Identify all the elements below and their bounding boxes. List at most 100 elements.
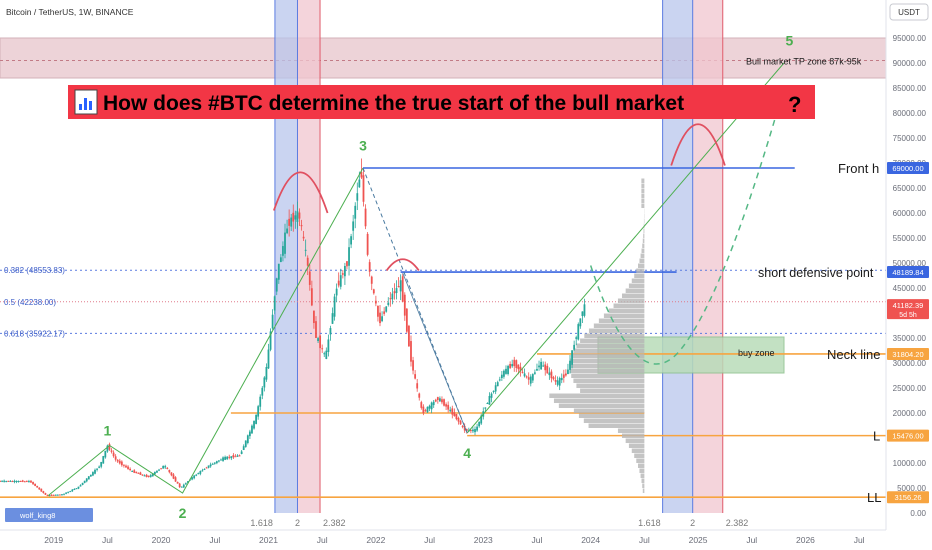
- y-tick-label: 20000.00: [893, 409, 927, 418]
- volume-profile-bar: [608, 308, 645, 313]
- candle-body: [201, 470, 204, 472]
- l-level-price-tag: [887, 429, 929, 442]
- wave-impulse-line: [48, 167, 364, 496]
- y-tick-label: 65000.00: [893, 184, 927, 193]
- volume-profile-bar: [573, 408, 645, 413]
- candle-body: [451, 408, 454, 415]
- volume-profile-bar: [640, 253, 645, 258]
- candle-body: [195, 474, 198, 476]
- short-defensive-label: short defensive point: [758, 266, 874, 280]
- candle-body: [176, 481, 179, 484]
- volume-profile-bar: [569, 358, 645, 363]
- volume-profile-bar: [625, 288, 645, 293]
- candle-body: [230, 456, 233, 459]
- candle-body: [209, 464, 212, 467]
- candle-body: [503, 370, 505, 377]
- candle-body: [145, 474, 148, 477]
- candle-body: [401, 276, 404, 302]
- candle-body: [257, 406, 260, 417]
- x-tick-label: 2024: [581, 535, 600, 545]
- currency-button-label[interactable]: USDT: [898, 8, 920, 17]
- y-tick-label: 60000.00: [893, 209, 927, 218]
- candle-body: [439, 398, 441, 402]
- candle-body: [116, 460, 119, 462]
- candle-body: [447, 404, 450, 410]
- candle-body: [261, 387, 264, 396]
- volume-profile-bar: [631, 278, 645, 283]
- candle-body: [156, 470, 158, 473]
- candle-body: [341, 273, 344, 275]
- candle-body: [581, 311, 584, 317]
- wave-label-4: 4: [463, 445, 471, 461]
- candle-body: [79, 485, 82, 487]
- candle-body: [92, 472, 94, 476]
- wave-label-1: 1: [103, 423, 111, 439]
- candle-body: [517, 364, 520, 370]
- volume-profile-bar: [643, 228, 645, 233]
- candle-body: [48, 495, 51, 497]
- candle-body: [356, 193, 359, 201]
- y-tick-label: 25000.00: [893, 384, 927, 393]
- y-tick-label: 90000.00: [893, 59, 927, 68]
- candle-body: [32, 482, 34, 485]
- x-tick-label: Jul: [209, 535, 220, 545]
- x-tick-label: 2020: [152, 535, 171, 545]
- candle-body: [366, 233, 369, 255]
- candle-body: [112, 452, 115, 457]
- fib-time-label: 1.618: [638, 518, 661, 528]
- candle-body: [13, 480, 16, 483]
- candle-body: [67, 491, 70, 493]
- currency-button[interactable]: [889, 3, 929, 21]
- volume-profile-bar: [642, 488, 645, 493]
- candle-body: [420, 402, 423, 408]
- candle-body: [391, 293, 394, 300]
- candle-body: [302, 236, 305, 239]
- candle-body: [319, 335, 322, 349]
- candle-body: [277, 263, 280, 280]
- volume-profile-bar: [640, 473, 645, 478]
- current-price-tag: [887, 299, 929, 320]
- candle-body: [389, 298, 392, 300]
- x-tick-label: 2021: [259, 535, 278, 545]
- wave-label-2: 2: [179, 505, 187, 521]
- candle-body: [364, 208, 367, 227]
- candle-body: [313, 310, 315, 324]
- candle-body: [248, 431, 251, 437]
- candle-body: [160, 468, 162, 470]
- volume-profile-bar: [569, 368, 645, 373]
- candle-body: [445, 404, 447, 407]
- volume-profile-bar: [638, 463, 645, 468]
- chart-emoji-bar: [79, 104, 82, 110]
- candle-body: [480, 415, 483, 424]
- candle-body: [379, 312, 381, 324]
- volume-profile-bar: [613, 303, 645, 308]
- candle-body: [548, 372, 551, 376]
- volume-profile-bar: [571, 373, 645, 378]
- candle-body: [327, 339, 330, 353]
- x-tick-label: 2022: [366, 535, 385, 545]
- candle-body: [42, 491, 45, 493]
- candle-body: [564, 373, 567, 376]
- candle-body: [255, 415, 257, 424]
- candle-body: [0, 481, 1, 483]
- candle-body: [315, 321, 317, 338]
- time-zone-red-left: [297, 0, 321, 513]
- top-arc-right: [670, 123, 726, 166]
- candle-body: [21, 480, 24, 482]
- candle-body: [191, 477, 193, 480]
- candle-body: [220, 459, 222, 461]
- candle-body: [271, 314, 274, 329]
- candle-body: [496, 382, 499, 387]
- y-tick-label: 10000.00: [893, 459, 927, 468]
- candle-body: [44, 493, 47, 495]
- candle-body: [350, 236, 352, 245]
- chart-emoji-bar: [89, 101, 92, 110]
- candle-body: [461, 426, 464, 428]
- question-icon: ?: [788, 92, 801, 117]
- volume-profile-bar: [641, 478, 645, 483]
- front-high-price-tag: [887, 162, 929, 174]
- candle-body: [405, 308, 408, 332]
- candle-body: [575, 337, 578, 339]
- candle-body: [529, 376, 532, 384]
